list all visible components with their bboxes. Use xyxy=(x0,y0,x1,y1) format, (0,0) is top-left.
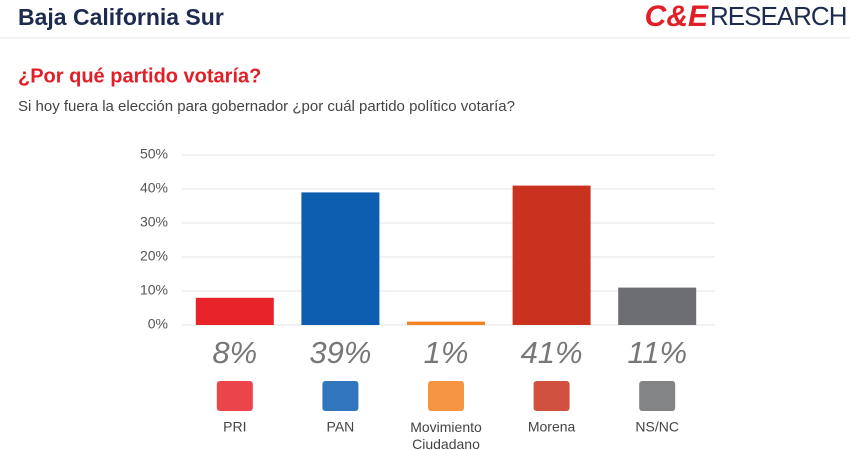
value-label: 39% xyxy=(309,335,371,370)
brand-left: C&E xyxy=(645,0,709,33)
x-tick-label: PRI xyxy=(223,419,246,435)
value-label: 41% xyxy=(521,335,583,370)
x-tick-label: Morena xyxy=(528,419,576,435)
value-label: 11% xyxy=(627,335,687,370)
y-tick-label: 30% xyxy=(140,214,168,230)
y-tick-label: 40% xyxy=(140,180,168,196)
y-tick-label: 10% xyxy=(140,282,168,298)
x-tick-label: PAN xyxy=(327,419,355,435)
bar xyxy=(301,192,380,325)
party-logo xyxy=(639,381,676,411)
brand-right: RESEARCH xyxy=(710,1,846,31)
party-logo xyxy=(216,381,253,411)
party-logo xyxy=(533,381,570,411)
y-tick-label: 20% xyxy=(140,248,168,264)
bar xyxy=(512,185,591,325)
subtitle: ¿Por qué partido votaría? xyxy=(18,65,261,87)
bar xyxy=(407,321,485,325)
value-label: 1% xyxy=(424,335,469,370)
question: Si hoy fuera la elección para gobernador… xyxy=(18,98,515,115)
x-tick-label: NS/NC xyxy=(635,419,679,435)
party-logo xyxy=(322,381,359,411)
value-label: 8% xyxy=(212,335,257,370)
y-tick-label: 50% xyxy=(140,146,168,162)
x-tick-label: Movimiento Ciudadano xyxy=(410,419,482,450)
bar xyxy=(618,287,697,325)
y-tick-label: 0% xyxy=(148,316,168,332)
bar xyxy=(195,297,274,325)
party-logo xyxy=(428,381,464,411)
chart-title: Baja California Sur xyxy=(18,4,224,30)
